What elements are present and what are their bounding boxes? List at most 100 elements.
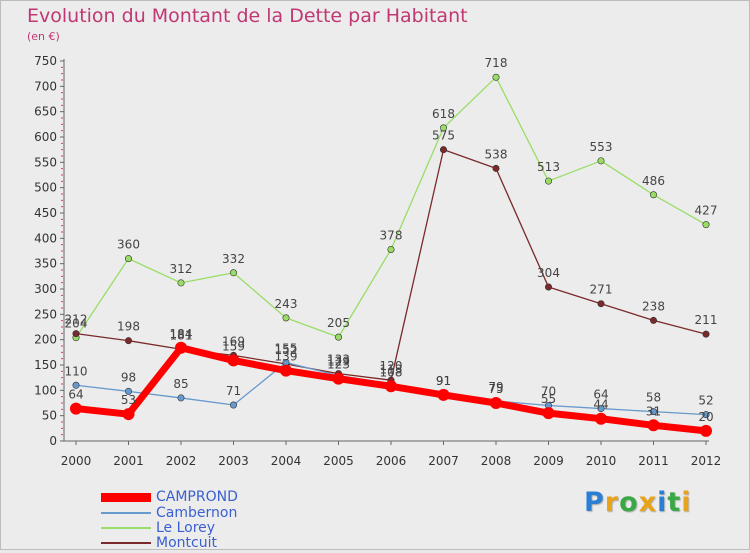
y-tick-label: 300 xyxy=(34,282,57,296)
y-tick-label: 650 xyxy=(34,105,57,119)
data-label-le-lorey: 204 xyxy=(65,317,88,331)
data-point-cambernon xyxy=(72,381,80,389)
data-label-montcuit: 238 xyxy=(642,299,665,313)
y-tick-label: 50 xyxy=(42,409,57,423)
y-tick-label: 500 xyxy=(34,181,57,195)
data-label-montcuit: 120 xyxy=(380,359,403,373)
y-tick-label: 450 xyxy=(34,206,57,220)
data-label-montcuit: 304 xyxy=(537,266,560,280)
x-tick-label: 2007 xyxy=(428,454,459,468)
data-label-montcuit: 181 xyxy=(170,328,193,342)
data-point-le-lorey xyxy=(282,314,290,322)
data-label-cambernon: 52 xyxy=(698,394,713,408)
data-point-montcuit xyxy=(597,300,605,308)
data-label-cambernon: 79 xyxy=(488,380,503,394)
legend-swatch-camprond xyxy=(101,493,151,502)
data-label-cambernon: 58 xyxy=(646,391,661,405)
data-point-le-lorey xyxy=(177,279,185,287)
y-tick-label: 150 xyxy=(34,358,57,372)
data-point-camprond xyxy=(595,412,607,425)
data-label-montcuit: 211 xyxy=(695,313,718,327)
data-point-le-lorey xyxy=(597,157,605,165)
y-tick-label: 250 xyxy=(34,307,57,321)
x-tick-label: 2011 xyxy=(638,454,669,468)
data-point-le-lorey xyxy=(492,73,500,81)
data-point-camprond xyxy=(280,364,292,377)
data-point-camprond xyxy=(385,380,397,393)
data-label-le-lorey: 718 xyxy=(485,56,508,70)
data-point-le-lorey xyxy=(544,177,552,185)
data-point-cambernon xyxy=(702,411,710,419)
data-label-cambernon: 64 xyxy=(593,388,608,402)
series-line-le-lorey xyxy=(75,76,707,339)
data-label-camprond: 20 xyxy=(698,410,713,424)
data-label-cambernon: 113 xyxy=(380,363,403,377)
legend-label-le-lorey: Le Lorey xyxy=(156,520,216,536)
data-label-camprond: 108 xyxy=(380,365,403,379)
data-label-cambernon: 71 xyxy=(226,384,241,398)
data-point-le-lorey xyxy=(125,255,133,263)
x-tick-label: 2012 xyxy=(691,454,722,468)
data-point-cambernon xyxy=(125,387,133,395)
data-label-montcuit: 152 xyxy=(275,343,298,357)
legend-swatch-le-lorey xyxy=(101,527,151,529)
x-tick-label: 2005 xyxy=(323,454,354,468)
data-label-le-lorey: 312 xyxy=(170,262,193,276)
x-tick-label: 2002 xyxy=(166,454,197,468)
data-label-montcuit: 198 xyxy=(117,320,140,334)
x-tick-label: 2009 xyxy=(533,454,564,468)
x-tick-label: 2010 xyxy=(586,454,617,468)
chart-subtitle: (en €) xyxy=(27,30,60,43)
legend-label-cambernon: Cambernon xyxy=(156,505,238,521)
proxiti-logo: Proxiti xyxy=(584,487,692,518)
data-label-le-lorey: 427 xyxy=(695,204,718,218)
data-label-cambernon: 110 xyxy=(65,364,88,378)
data-label-camprond: 91 xyxy=(436,374,451,388)
y-tick-label: 0 xyxy=(49,434,57,448)
data-point-cambernon xyxy=(177,394,185,402)
data-point-camprond xyxy=(542,407,555,420)
data-point-montcuit xyxy=(439,146,447,154)
data-label-cambernon: 91 xyxy=(436,374,451,388)
data-point-le-lorey xyxy=(387,245,395,253)
data-point-le-lorey xyxy=(230,269,238,277)
data-point-camprond xyxy=(122,408,135,421)
data-label-le-lorey: 332 xyxy=(222,252,245,266)
data-point-cambernon xyxy=(649,408,657,416)
data-point-montcuit xyxy=(649,316,657,324)
data-point-camprond xyxy=(175,341,187,354)
data-label-camprond: 184 xyxy=(170,327,193,341)
data-label-le-lorey: 360 xyxy=(117,238,140,252)
data-label-cambernon: 155 xyxy=(275,341,298,355)
data-label-montcuit: 271 xyxy=(590,283,613,297)
data-label-le-lorey: 513 xyxy=(537,160,560,174)
data-label-camprond: 44 xyxy=(593,398,608,412)
data-point-le-lorey xyxy=(702,221,710,229)
data-label-montcuit: 169 xyxy=(222,334,245,348)
data-label-montcuit: 212 xyxy=(65,313,88,327)
x-tick-label: 2003 xyxy=(218,454,249,468)
data-point-le-lorey xyxy=(334,333,342,341)
data-point-camprond xyxy=(490,397,502,409)
data-label-camprond: 53 xyxy=(121,393,136,407)
data-point-cambernon xyxy=(230,401,238,409)
x-tick-label: 2006 xyxy=(376,454,407,468)
y-tick-label: 550 xyxy=(34,155,57,169)
y-tick-label: 400 xyxy=(34,231,57,245)
data-point-le-lorey xyxy=(649,191,657,199)
data-point-le-lorey xyxy=(439,124,447,132)
data-label-cambernon: 129 xyxy=(327,355,350,369)
data-point-camprond xyxy=(70,402,82,415)
data-label-le-lorey: 553 xyxy=(590,140,613,154)
y-tick-label: 100 xyxy=(34,383,57,397)
data-label-montcuit: 538 xyxy=(485,147,508,161)
data-label-cambernon: 70 xyxy=(541,385,556,399)
data-label-le-lorey: 205 xyxy=(327,316,350,330)
data-label-le-lorey: 243 xyxy=(275,297,298,311)
data-point-camprond xyxy=(332,372,345,385)
x-tick-label: 2001 xyxy=(113,454,144,468)
y-tick-label: 350 xyxy=(34,257,57,271)
data-label-le-lorey: 486 xyxy=(642,174,665,188)
